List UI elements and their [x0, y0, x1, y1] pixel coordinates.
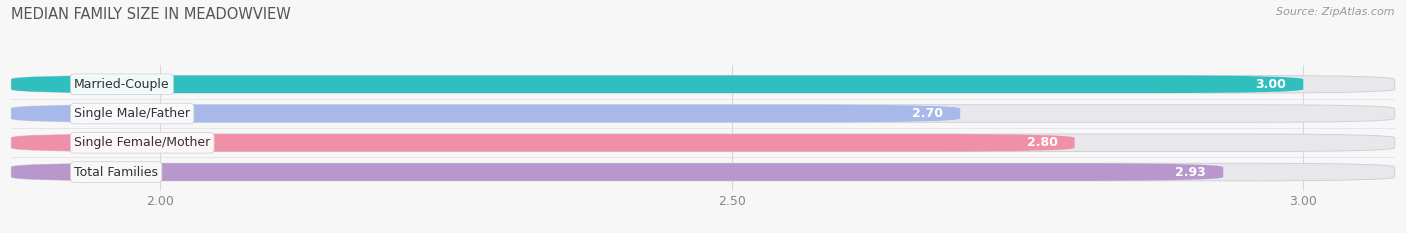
Text: 3.00: 3.00 [1256, 78, 1286, 91]
FancyBboxPatch shape [11, 75, 1303, 93]
FancyBboxPatch shape [11, 105, 960, 122]
FancyBboxPatch shape [11, 134, 1074, 151]
Text: 2.80: 2.80 [1026, 136, 1057, 149]
Text: 2.70: 2.70 [912, 107, 943, 120]
Text: 2.93: 2.93 [1175, 165, 1206, 178]
Text: Married-Couple: Married-Couple [75, 78, 170, 91]
FancyBboxPatch shape [11, 105, 1395, 122]
FancyBboxPatch shape [11, 163, 1395, 181]
Text: Source: ZipAtlas.com: Source: ZipAtlas.com [1277, 7, 1395, 17]
Text: MEDIAN FAMILY SIZE IN MEADOWVIEW: MEDIAN FAMILY SIZE IN MEADOWVIEW [11, 7, 291, 22]
FancyBboxPatch shape [11, 163, 1223, 181]
FancyBboxPatch shape [11, 75, 1395, 93]
Text: Total Families: Total Families [75, 165, 157, 178]
Text: Single Female/Mother: Single Female/Mother [75, 136, 211, 149]
Text: Single Male/Father: Single Male/Father [75, 107, 190, 120]
FancyBboxPatch shape [11, 134, 1395, 151]
